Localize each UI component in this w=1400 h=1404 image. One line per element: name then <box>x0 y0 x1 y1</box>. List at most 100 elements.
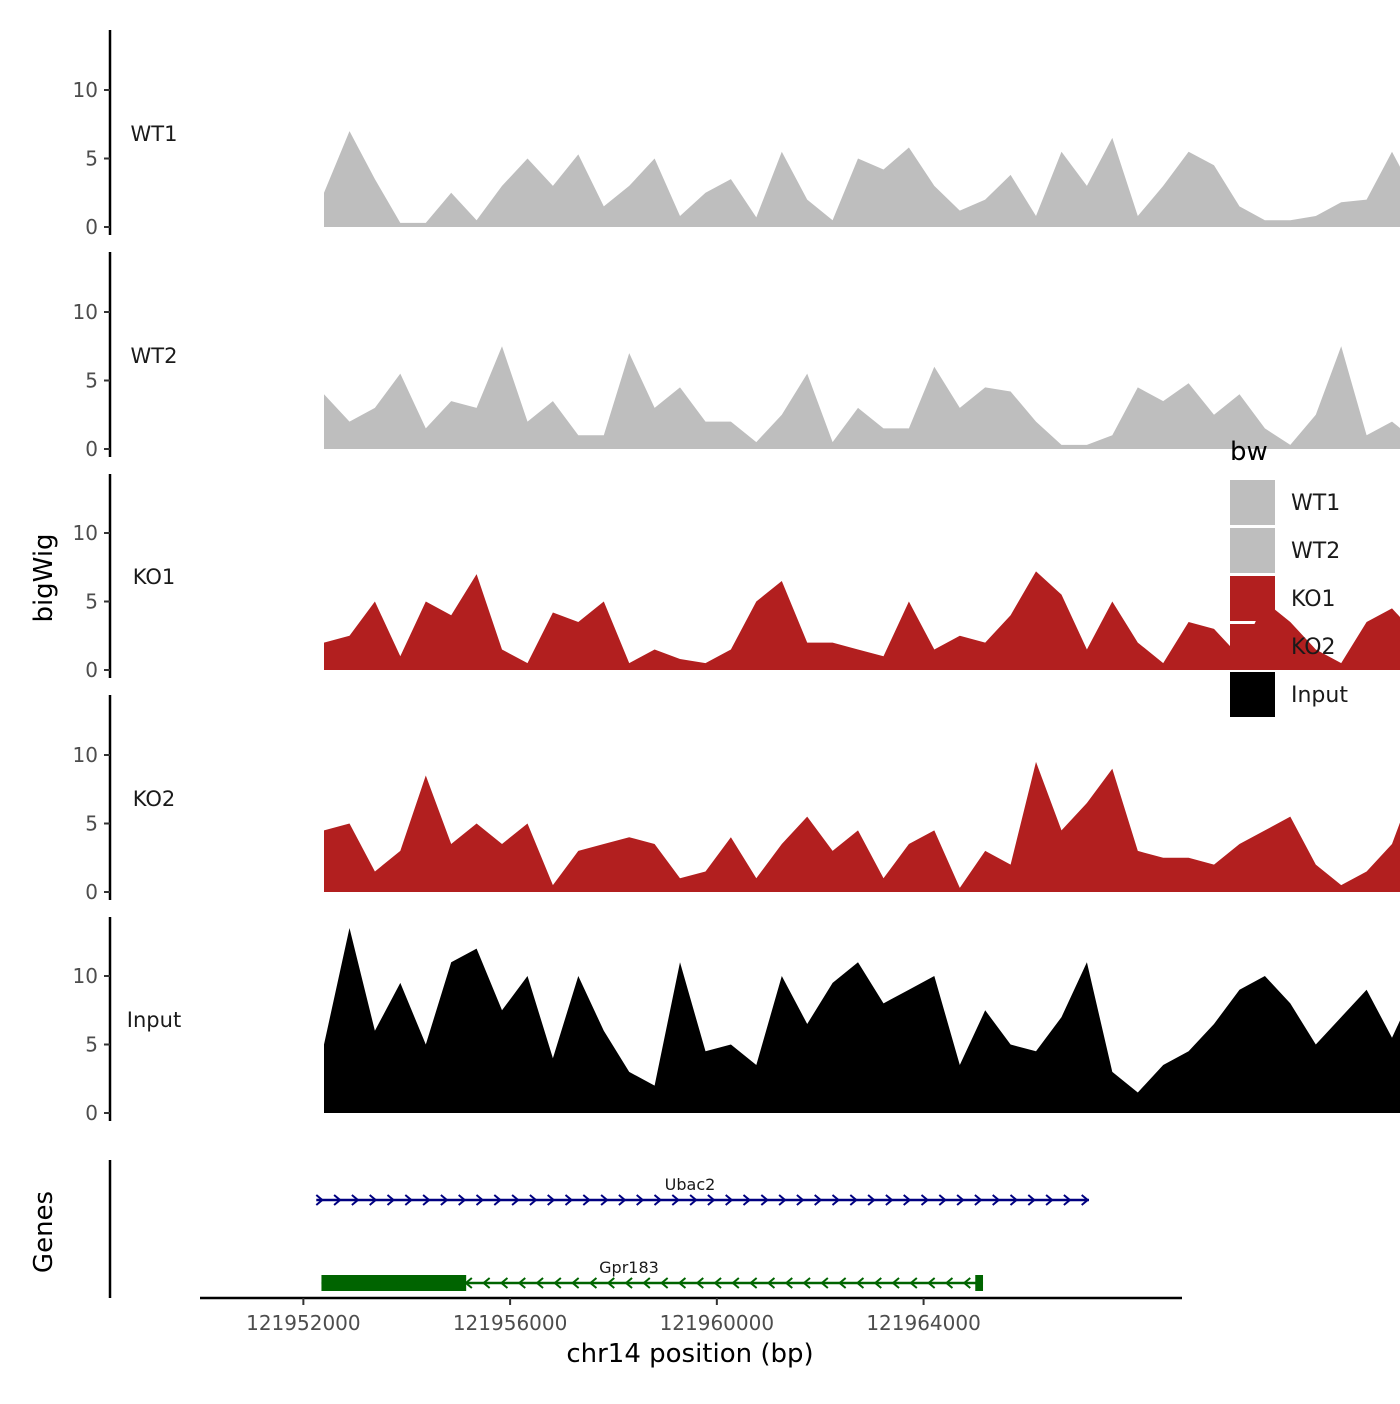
x-axis: 121952000 121956000 121960000 121964000 <box>200 1296 1182 1335</box>
strand-chevron <box>660 1277 669 1289</box>
legend-swatch <box>1230 480 1275 525</box>
strand-chevron <box>588 1277 598 1289</box>
strand-chevron <box>1045 1194 1054 1206</box>
legend-label: WT1 <box>1291 491 1340 516</box>
strand-chevron <box>1009 1194 1019 1206</box>
x-axis-title: chr14 position (bp) <box>566 1339 813 1369</box>
strand-chevron <box>511 1194 520 1206</box>
x-tick-label: 121956000 <box>453 1311 568 1335</box>
strand-chevron <box>357 1277 366 1289</box>
strand-chevron <box>315 1194 324 1206</box>
strand-chevron <box>1081 1194 1090 1206</box>
strand-chevron <box>499 1277 509 1289</box>
strand-chevron <box>393 1277 402 1289</box>
strand-chevron <box>695 1277 704 1289</box>
legend-label: WT2 <box>1291 539 1340 564</box>
strand-chevron <box>707 1194 716 1206</box>
strand-chevron <box>909 1277 918 1289</box>
strand-chevron <box>962 1277 971 1289</box>
strand-chevron <box>482 1277 491 1289</box>
legend: bw WT1 WT2 KO1 KO2 Input <box>1230 437 1348 717</box>
strand-chevron <box>778 1194 787 1206</box>
x-tick-label: 121960000 <box>660 1311 775 1335</box>
area-ko2 <box>324 761 1400 892</box>
strand-chevron <box>582 1194 591 1206</box>
legend-label: KO2 <box>1291 635 1336 660</box>
strand-chevron <box>410 1277 420 1289</box>
gene-ubac2: Ubac2 <box>315 1175 1090 1206</box>
genes-track: Ubac2 Gpr183 <box>108 1160 1090 1298</box>
strand-chevron <box>458 1194 467 1206</box>
legend-label: KO1 <box>1291 587 1336 612</box>
strand-chevron <box>992 1194 1001 1206</box>
track-label: KO1 <box>133 565 176 589</box>
strand-chevron <box>944 1277 954 1289</box>
y-tick-label: 10 <box>73 521 98 545</box>
strand-chevron <box>428 1277 437 1289</box>
legend-label: Input <box>1291 683 1348 708</box>
strand-chevron <box>553 1277 562 1289</box>
y-tick-label: 5 <box>85 1033 98 1057</box>
track-input: 0 5 10 Input <box>73 917 1400 1125</box>
strand-chevron <box>1027 1194 1036 1206</box>
strand-chevron <box>784 1277 793 1289</box>
strand-chevron <box>339 1277 348 1289</box>
strand-chevron <box>713 1277 722 1289</box>
strand-chevron <box>927 1277 936 1289</box>
strand-chevron <box>938 1194 947 1206</box>
track-label: WT1 <box>131 122 178 146</box>
legend-swatch <box>1230 528 1275 573</box>
track-wt2: 0 5 10 WT2 <box>73 252 1400 461</box>
y-tick-label: 10 <box>73 964 98 988</box>
strand-chevron <box>446 1277 455 1289</box>
strand-chevron <box>386 1194 396 1206</box>
strand-chevron <box>547 1194 556 1206</box>
strand-chevron <box>855 1277 865 1289</box>
strand-chevron <box>838 1277 847 1289</box>
y-tick-label: 0 <box>85 658 98 682</box>
legend-swatch <box>1230 624 1275 669</box>
y-axis-title: bigWig <box>29 533 59 622</box>
x-tick-label: 121952000 <box>246 1311 361 1335</box>
strand-chevron <box>636 1194 645 1206</box>
strand-chevron <box>867 1194 876 1206</box>
strand-chevron <box>974 1194 983 1206</box>
strand-chevron <box>956 1194 965 1206</box>
track-label: Input <box>127 1008 181 1032</box>
strand-chevron <box>820 1277 829 1289</box>
y-tick-label: 5 <box>85 369 98 393</box>
strand-chevron <box>653 1194 663 1206</box>
strand-chevron <box>606 1277 615 1289</box>
strand-chevron <box>440 1194 449 1206</box>
coverage-tracks: 0 5 10 WT1 0 5 10 WT2 0 5 10 KO1 0 5 10 KO2 0 5 10 Input <box>73 30 1400 1125</box>
gene-label: Ubac2 <box>665 1175 716 1194</box>
legend-swatch <box>1230 576 1275 621</box>
strand-chevron <box>814 1194 823 1206</box>
strand-chevron <box>535 1277 544 1289</box>
strand-chevron <box>464 1277 473 1289</box>
strand-chevron <box>885 1194 894 1206</box>
strand-chevron <box>796 1194 805 1206</box>
strand-chevron <box>760 1194 769 1206</box>
strand-chevron <box>422 1194 431 1206</box>
y-tick-label: 0 <box>85 215 98 239</box>
y-tick-label: 0 <box>85 880 98 904</box>
strand-chevron <box>920 1194 930 1206</box>
gene-gpr183: Gpr183 <box>321 1258 984 1291</box>
strand-chevron <box>369 1194 378 1206</box>
strand-chevron <box>891 1277 900 1289</box>
strand-chevron <box>351 1194 360 1206</box>
area-wt1 <box>324 131 1400 227</box>
strand-chevron <box>333 1194 342 1206</box>
strand-chevron <box>749 1277 758 1289</box>
legend-title: bw <box>1230 437 1268 467</box>
strand-chevron <box>475 1194 485 1206</box>
genes-track-title: Genes <box>29 1191 59 1273</box>
y-tick-label: 10 <box>73 743 98 767</box>
strand-chevron <box>529 1194 538 1206</box>
strand-chevron <box>677 1277 687 1289</box>
strand-chevron <box>831 1194 841 1206</box>
strand-chevron <box>731 1277 740 1289</box>
